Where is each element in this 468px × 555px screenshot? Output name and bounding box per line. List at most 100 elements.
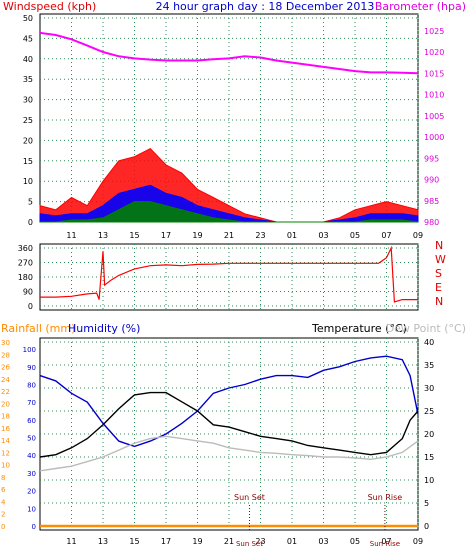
humidity-y-tick: 60 [27, 417, 36, 425]
x-tick-label: 03 [318, 537, 328, 546]
wind-lull-series [40, 201, 419, 223]
direction-letter: N [435, 295, 443, 308]
rain-y-tick: 14 [1, 437, 10, 445]
rainfall-label: Rainfall (mm) [1, 322, 75, 335]
temperature-series [39, 355, 419, 528]
x-tick-label: 21 [224, 537, 234, 546]
rain-y-tick: 12 [1, 449, 10, 457]
wind-y-tick: 15 [23, 157, 33, 166]
temperature-y-tick: 40 [424, 338, 434, 347]
temperature-y-tick: 25 [424, 407, 434, 416]
direction-y-tick: 270 [18, 259, 33, 268]
humidity-line [39, 355, 419, 448]
temperature-grid [40, 338, 419, 530]
x-tick-label: 01 [287, 537, 297, 546]
direction-letter: S [435, 267, 442, 280]
x-tick-label: 15 [129, 537, 139, 546]
dewpoint-label: Dew Point (°C) [386, 322, 466, 335]
rain-y-tick: 6 [1, 486, 6, 494]
humidity-y-tick: 80 [27, 381, 36, 389]
humidity-y-tick: 90 [27, 364, 36, 372]
wind-y-tick: 30 [23, 96, 33, 105]
temperature-y-tick: 35 [424, 361, 434, 370]
direction-letter: W [435, 253, 446, 266]
barometer-label: Barometer (hpa) [375, 0, 466, 13]
humidity-y-tick: 100 [23, 346, 36, 354]
humidity-ticks: 0 10 20 30 40 50 60 70 80 90 100 [23, 346, 36, 531]
x-tick-label: 17 [161, 231, 171, 240]
x-tick-label: 11 [66, 231, 76, 240]
rain-y-tick: 16 [1, 425, 10, 433]
wind-grid [40, 14, 419, 222]
x-tick-label: 19 [192, 537, 202, 546]
rain-y-tick: 24 [1, 376, 10, 384]
direction-left-ticks: 0 90 180 270 360 [18, 244, 33, 311]
rain-y-tick: 0 [1, 523, 5, 531]
x-tick-label: 03 [318, 231, 328, 240]
wind-series [39, 31, 419, 223]
x-tick-label: 19 [192, 231, 202, 240]
x-tick-label: 13 [98, 537, 108, 546]
humidity-y-tick: 40 [27, 452, 36, 460]
wind-y-tick: 0 [28, 218, 33, 227]
sun-annotations: Sun Set Sun Set Sun Rise Sun Rise [234, 493, 402, 548]
temperature-ticks: 0 5 10 15 20 25 30 35 40 [424, 338, 434, 531]
x-tick-label: 01 [287, 231, 297, 240]
wind-y-tick: 50 [23, 14, 33, 23]
temperature-y-tick: 5 [424, 499, 429, 508]
humidity-y-tick: 10 [27, 505, 36, 513]
humidity-y-tick: 70 [27, 399, 36, 407]
rain-y-tick: 4 [1, 498, 6, 506]
temperature-y-tick: 0 [424, 522, 429, 531]
wind-y-tick: 45 [23, 34, 33, 43]
wind-y-tick: 25 [23, 116, 33, 125]
barometer-line [39, 31, 419, 75]
temperature-y-tick: 20 [424, 430, 434, 439]
temperature-label: Temperature (°C) [311, 322, 407, 335]
rain-y-tick: 8 [1, 474, 5, 482]
wind-y-tick: 10 [23, 177, 33, 186]
wind-y-tick: 40 [23, 55, 33, 64]
dewpoint-line [39, 435, 419, 472]
humidity-label: Humidity (%) [68, 322, 140, 335]
x-tick-label: 23 [255, 231, 265, 240]
humidity-y-tick: 0 [32, 523, 36, 531]
x-tick-label: 07 [381, 537, 391, 546]
x-tick-label: 23 [255, 537, 265, 546]
humidity-y-tick: 30 [27, 470, 36, 478]
x-tick-label: 07 [381, 231, 391, 240]
wind-x-ticks: 11 13 15 17 19 21 23 01 03 05 07 09 [66, 231, 423, 240]
barometer-y-tick: 1020 [424, 48, 444, 57]
barometer-y-tick: 980 [424, 218, 439, 227]
barometer-y-tick: 995 [424, 154, 439, 163]
rain-y-tick: 10 [1, 462, 10, 470]
temperature-y-tick: 10 [424, 476, 434, 485]
direction-letter: N [435, 239, 443, 252]
temperature-y-tick: 30 [424, 384, 434, 393]
barometer-y-tick: 1015 [424, 69, 444, 78]
wind-y-tick: 20 [23, 136, 33, 145]
direction-y-tick: 90 [23, 288, 33, 297]
x-tick-label: 17 [161, 537, 171, 546]
x-tick-label: 05 [350, 537, 360, 546]
temperature-panel: Rainfall (mm) Humidity (%) Temperature (… [1, 322, 466, 548]
temperature-x-ticks: 11 13 15 17 19 21 23 01 03 05 07 09 [66, 537, 423, 546]
chart-title: 24 hour graph day : 18 December 2013 [156, 0, 375, 13]
humidity-y-tick: 50 [27, 435, 36, 443]
sun-annotation: Sun Set [234, 493, 265, 502]
temperature-y-tick: 15 [424, 453, 434, 462]
barometer-y-tick: 1005 [424, 112, 444, 121]
barometer-y-tick: 1010 [424, 91, 444, 100]
direction-y-tick: 360 [18, 244, 33, 253]
x-tick-label: 15 [129, 231, 139, 240]
rain-y-tick: 26 [1, 364, 10, 372]
x-tick-label: 13 [98, 231, 108, 240]
barometer-y-tick: 990 [424, 176, 439, 185]
rain-y-tick: 18 [1, 413, 10, 421]
windspeed-label: Windspeed (kph) [3, 0, 96, 13]
rain-y-tick: 22 [1, 388, 10, 396]
